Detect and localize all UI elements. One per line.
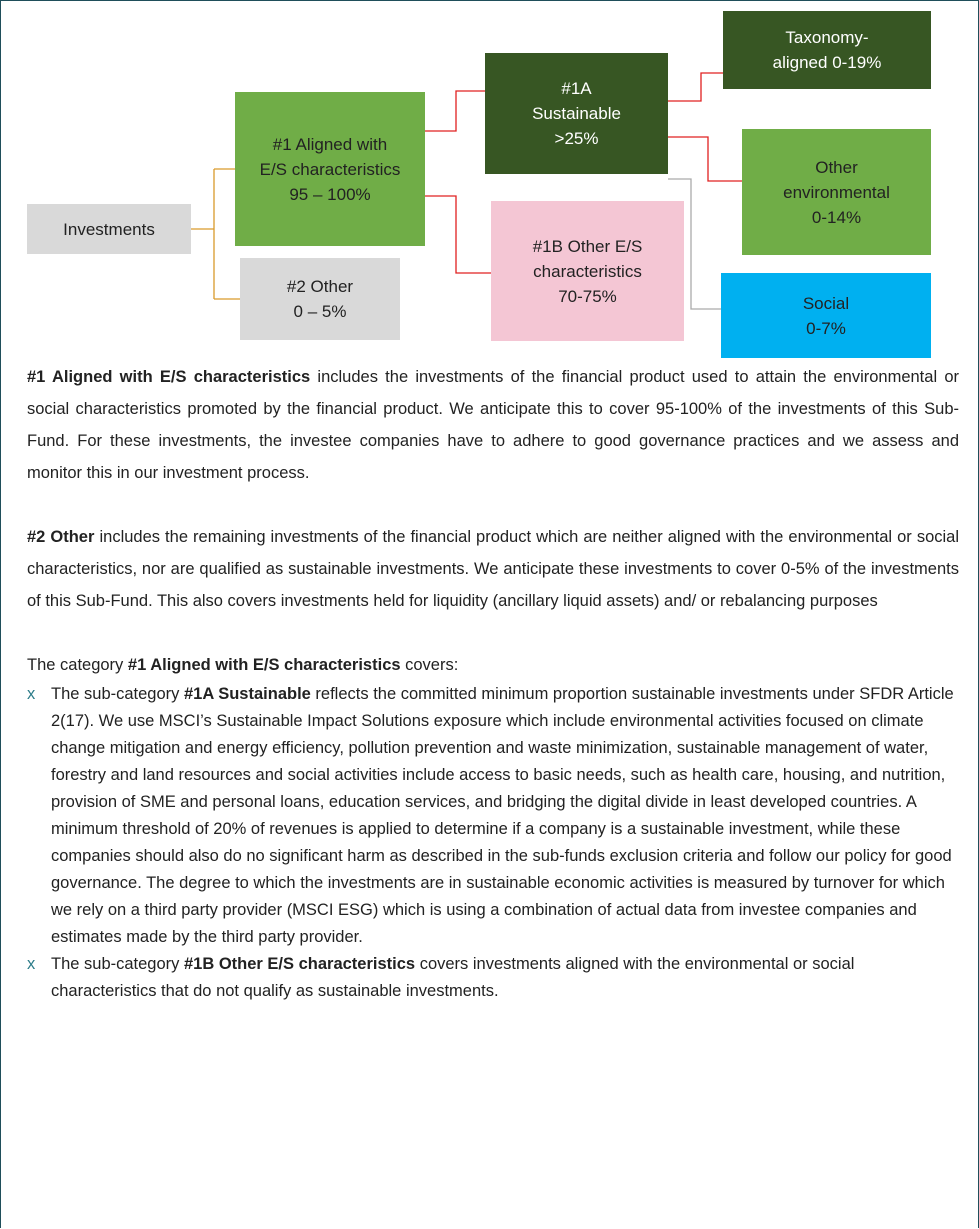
category-intro: The category #1 Aligned with E/S charact…	[27, 649, 959, 681]
paragraph: #1 Aligned with E/S characteristics incl…	[27, 361, 959, 489]
orange-connector	[191, 168, 240, 300]
text: The category	[27, 656, 128, 674]
bullet-text: The sub-category #1B Other E/S character…	[51, 951, 959, 1005]
body-text: #1 Aligned with E/S characteristics incl…	[27, 361, 959, 1005]
red-connector	[425, 72, 742, 274]
bold: #1A Sustainable	[183, 685, 311, 703]
text: The sub-category	[51, 955, 184, 973]
text: covers:	[400, 656, 459, 674]
bullet: x The sub-category #1B Other E/S characte…	[27, 951, 959, 1005]
bold: #1B Other E/S characteristics	[183, 955, 416, 973]
bullet-text: The sub-category #1A Sustainable reflect…	[51, 681, 959, 951]
paragraph-text: includes the investments of the financia…	[27, 368, 959, 482]
node: Other environmental 0-14%	[742, 129, 931, 255]
bold-lead: #2 Other	[27, 528, 95, 546]
bold-lead: #1 Aligned with E/S characteristics	[27, 368, 311, 386]
node: #2 Other 0 – 5%	[240, 258, 400, 340]
node: #1B Other E/S characteristics 70-75%	[491, 201, 684, 341]
bold: #1 Aligned with E/S characteristics	[127, 656, 401, 674]
paragraph-text: includes the remaining investments of th…	[27, 528, 959, 610]
paragraph: #2 Other includes the remaining investme…	[27, 521, 959, 617]
bullet-marker: x	[27, 955, 36, 973]
node: Taxonomy- aligned 0-19%	[723, 11, 931, 89]
connectors	[191, 72, 742, 310]
bullet: x The sub-category #1A Sustainable reflec…	[27, 681, 959, 951]
gray-connector	[668, 178, 721, 310]
node: Investments	[27, 204, 191, 254]
node: #1A Sustainable >25%	[485, 53, 668, 174]
text: reflects the committed minimum proportio…	[51, 685, 954, 946]
node: Social 0-7%	[721, 273, 931, 358]
bullet-marker: x	[27, 685, 36, 703]
text: covers investments aligned with the envi…	[51, 955, 855, 1000]
node: #1 Aligned with E/S characteristics 95 –…	[235, 92, 425, 246]
text: The sub-category	[51, 685, 184, 703]
